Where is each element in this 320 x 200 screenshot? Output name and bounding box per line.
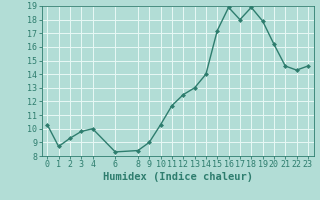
X-axis label: Humidex (Indice chaleur): Humidex (Indice chaleur) <box>103 172 252 182</box>
